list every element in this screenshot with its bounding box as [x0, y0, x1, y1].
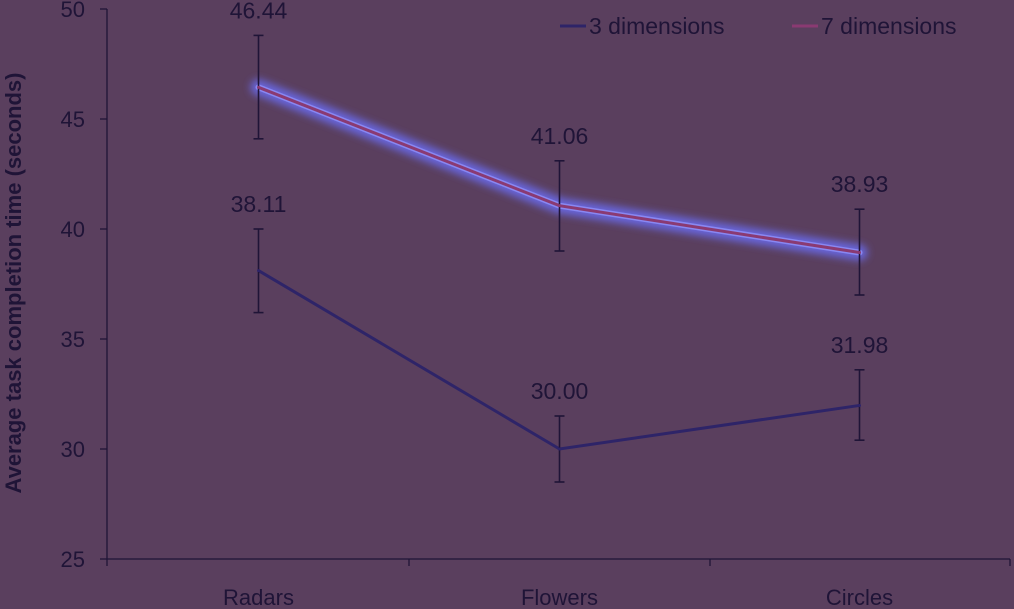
y-axis-title: Average task completion time (seconds)	[1, 73, 26, 494]
data-point	[257, 85, 260, 89]
series-layer: 38.11 30.00 31.98 46.44 41.06 38.93	[230, 0, 889, 483]
y-axis: 25 30 35 40 45 50	[61, 0, 108, 572]
series-1: 38.11 30.00 31.98	[231, 191, 889, 483]
data-point	[257, 269, 260, 273]
data-label: 31.98	[831, 332, 889, 358]
x-category-label: Radars	[223, 585, 294, 609]
data-point	[558, 447, 561, 451]
x-category-label: Circles	[826, 585, 893, 609]
y-tick-label: 30	[61, 437, 85, 462]
y-tick-label: 25	[61, 547, 85, 572]
y-tick-label: 40	[61, 217, 85, 242]
data-label: 30.00	[531, 378, 589, 404]
series-2: 46.44 41.06 38.93	[230, 0, 889, 296]
legend-item-2: 7 dimensions	[792, 13, 957, 39]
legend-label: 7 dimensions	[821, 13, 957, 39]
data-label: 46.44	[230, 0, 288, 23]
data-label: 38.93	[831, 171, 889, 197]
x-category-label: Flowers	[521, 585, 598, 609]
y-tick-label: 35	[61, 327, 85, 352]
legend-item-1: 3 dimensions	[560, 13, 725, 39]
data-point	[558, 204, 561, 208]
x-axis: Radars Flowers Circles	[106, 558, 1011, 609]
y-tick-label: 50	[61, 0, 85, 22]
y-tick-label: 45	[61, 107, 85, 132]
data-label: 38.11	[231, 191, 287, 217]
legend-label: 3 dimensions	[589, 13, 725, 39]
legend: 3 dimensions 7 dimensions	[560, 13, 957, 39]
data-point	[858, 403, 861, 407]
data-point	[858, 251, 861, 255]
data-label: 41.06	[531, 123, 589, 149]
